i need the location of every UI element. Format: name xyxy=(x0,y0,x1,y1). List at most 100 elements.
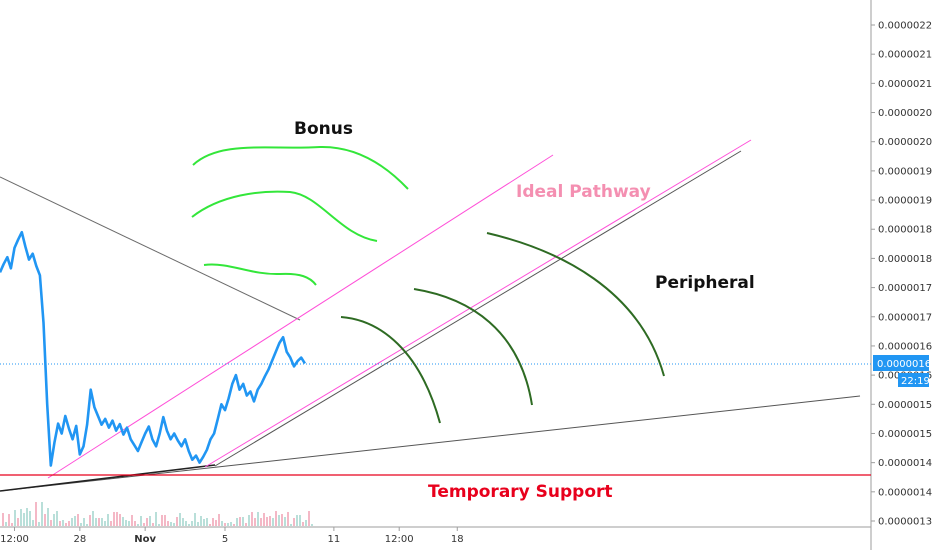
volume-bar xyxy=(59,521,61,526)
volume-bar xyxy=(101,518,103,526)
peripheral-arc-3 xyxy=(486,232,665,377)
volume-bar xyxy=(299,515,301,526)
x-axis[interactable]: 12:00 28 Nov 5 11 12:00 18 xyxy=(0,526,871,545)
countdown-value: 22:19 xyxy=(901,376,930,387)
volume-bar xyxy=(224,523,226,526)
volume-bar xyxy=(26,508,28,526)
volume-bar xyxy=(185,521,187,526)
y-tick-label: 0.00000145 xyxy=(878,458,932,469)
volume-bar xyxy=(134,521,136,526)
volume-bar xyxy=(158,524,160,526)
x-tick-label: 5 xyxy=(222,534,228,545)
volume-bar xyxy=(245,523,247,526)
volume-bar xyxy=(77,514,79,526)
volume-bar xyxy=(122,517,124,526)
drawings xyxy=(0,139,871,492)
y-tick-label: 0.00000165 xyxy=(878,341,932,352)
volume-bar xyxy=(188,524,190,526)
bonus-arc-2 xyxy=(191,190,378,242)
volume-bar xyxy=(2,513,4,526)
volume-bar xyxy=(236,518,238,526)
y-tick-label: 0.00000135 xyxy=(878,517,932,528)
volume-bar xyxy=(23,513,25,526)
volume-bar xyxy=(269,516,271,526)
volume-bar xyxy=(194,513,196,526)
y-tick-label: 0.00000205 xyxy=(878,108,932,119)
volume-bar xyxy=(263,513,265,526)
volume-bar xyxy=(218,514,220,526)
volume-bar xyxy=(98,518,100,526)
volume-bar xyxy=(53,514,55,526)
volume-bar xyxy=(74,516,76,526)
volume-bar xyxy=(209,524,211,526)
price-series[interactable] xyxy=(0,230,306,467)
volume-bar xyxy=(221,521,223,526)
volume-bar xyxy=(197,522,199,526)
volume-bar xyxy=(68,521,70,526)
y-tick-label: 0.00000195 xyxy=(878,166,932,177)
x-tick-label: 18 xyxy=(451,534,464,545)
current-price-badge xyxy=(873,355,929,371)
volume-bar xyxy=(182,518,184,526)
volume-bar xyxy=(173,523,175,526)
volume-bar xyxy=(89,515,91,526)
y-tick-label: 0.00000215 xyxy=(878,50,932,61)
volume-bar xyxy=(119,514,121,526)
lower-trendline-thick xyxy=(0,464,216,492)
volume-bar xyxy=(257,512,259,526)
volume-bar xyxy=(164,515,166,526)
annotation-ideal-pathway: Ideal Pathway xyxy=(516,182,651,202)
peripheral-arc-1 xyxy=(340,316,441,424)
volume-bar xyxy=(20,509,22,526)
volume-bar xyxy=(65,523,67,526)
volume-bar xyxy=(80,523,82,526)
volume-bar xyxy=(71,518,73,526)
volume-bar xyxy=(179,513,181,526)
x-tick-label: Nov xyxy=(134,534,156,545)
volume-bar xyxy=(44,514,46,526)
y-axis-background xyxy=(871,0,932,550)
volume-bar xyxy=(95,518,97,526)
bonus-arc-1 xyxy=(192,145,409,190)
y-tick-label: 0.00000175 xyxy=(878,283,932,294)
volume-bar xyxy=(278,515,280,526)
volume-bar xyxy=(308,511,310,526)
volume-bar xyxy=(248,515,250,526)
lower-trendline xyxy=(0,395,861,492)
volume-bar xyxy=(305,520,307,526)
price-line[interactable] xyxy=(0,230,306,467)
volume-bar xyxy=(104,521,106,526)
volume-bar xyxy=(62,520,64,526)
volume-bar xyxy=(125,520,127,526)
volume-bar xyxy=(128,521,130,526)
volume-bar xyxy=(215,520,217,526)
annotation-peripheral: Peripheral xyxy=(655,273,755,293)
volume-bar xyxy=(86,524,88,526)
ideal-pathway-line xyxy=(47,154,554,479)
volume-bar xyxy=(131,515,133,526)
volume-bars xyxy=(2,502,313,526)
volume-bar xyxy=(191,521,193,526)
volume-bar xyxy=(32,520,34,526)
volume-bar xyxy=(35,502,37,526)
volume-bar xyxy=(200,516,202,526)
volume-bar xyxy=(41,502,43,526)
volume-bar xyxy=(281,514,283,526)
channel-line-grey xyxy=(214,150,742,467)
volume-bar xyxy=(293,518,295,526)
volume-bar xyxy=(5,522,7,526)
volume-bar xyxy=(155,512,157,526)
volume-bar xyxy=(275,511,277,526)
y-tick-label: 0.00000155 xyxy=(878,400,932,411)
volume-bar xyxy=(239,517,241,526)
volume-bar xyxy=(140,516,142,526)
